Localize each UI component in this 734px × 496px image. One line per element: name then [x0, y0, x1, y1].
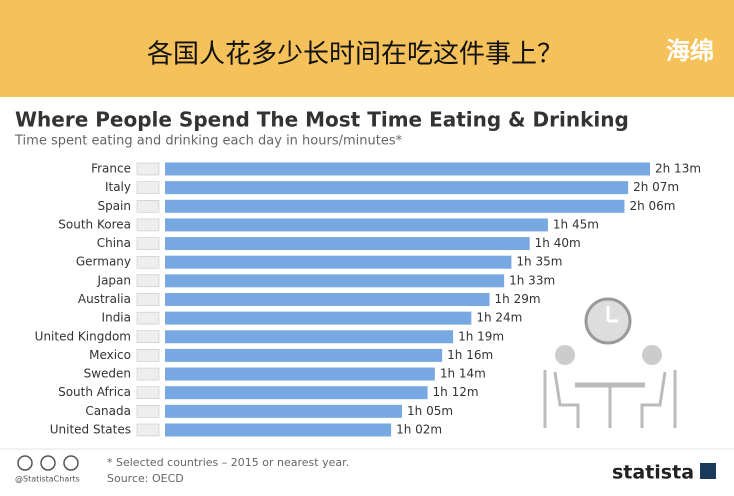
bar — [165, 181, 629, 195]
brand: statista — [612, 462, 694, 484]
value-label: 1h 05m — [407, 404, 453, 418]
flag — [136, 218, 160, 232]
bar — [165, 162, 650, 176]
value-label: 1h 29m — [495, 292, 541, 306]
value-label: 1h 35m — [516, 255, 562, 269]
footnote: * Selected countries – 2015 or nearest y… — [107, 456, 349, 469]
value-label: 2h 06m — [629, 199, 675, 213]
flag — [136, 405, 160, 418]
flag — [136, 311, 160, 325]
value-label: 1h 12m — [433, 385, 479, 399]
license-icons — [17, 455, 79, 471]
flag — [136, 255, 160, 269]
bar — [165, 274, 505, 288]
category-label: Italy — [105, 180, 131, 194]
handle: @StatistaCharts — [15, 475, 80, 484]
flag — [136, 237, 160, 250]
value-label: 1h 16m — [447, 348, 493, 362]
flag — [136, 274, 160, 288]
bar — [165, 423, 392, 437]
flag — [136, 367, 160, 381]
value-label: 1h 24m — [476, 311, 522, 325]
bar — [165, 348, 443, 362]
bar — [165, 386, 428, 400]
value-label: 2h 13m — [655, 162, 701, 176]
category-label: Canada — [85, 404, 131, 418]
flag — [136, 181, 160, 194]
category-label: China — [97, 236, 131, 250]
source: Source: OECD — [107, 472, 184, 485]
category-label: Spain — [97, 199, 131, 213]
flag — [136, 330, 160, 344]
banner — [0, 0, 734, 97]
flag — [136, 423, 160, 437]
flag — [136, 386, 160, 399]
category-label: South Africa — [58, 385, 131, 399]
category-label: Germany — [76, 255, 131, 269]
flag — [136, 293, 160, 306]
bar — [165, 367, 435, 381]
brand-icon — [700, 463, 716, 479]
bar — [165, 218, 548, 232]
category-label: United States — [50, 422, 131, 436]
bar — [165, 199, 625, 213]
category-label: South Korea — [58, 217, 131, 231]
bar — [165, 292, 490, 306]
category-label: Mexico — [89, 348, 131, 362]
value-label: 1h 45m — [553, 217, 599, 231]
banner-title: 各国人花多少长时间在吃这件事上？ — [147, 40, 563, 70]
flag — [136, 162, 160, 176]
category-label: France — [91, 162, 131, 176]
bar — [165, 255, 512, 269]
category-label: India — [102, 311, 131, 325]
bar — [165, 330, 454, 344]
bar — [165, 404, 403, 418]
flag — [136, 200, 160, 213]
value-label: 1h 02m — [396, 422, 442, 436]
bar — [165, 237, 530, 251]
category-label: United Kingdom — [35, 329, 131, 343]
category-label: Sweden — [84, 367, 131, 381]
value-label: 1h 14m — [440, 367, 486, 381]
flag — [136, 349, 160, 362]
value-label: 1h 33m — [509, 273, 555, 287]
category-label: Australia — [78, 292, 131, 306]
illustration — [543, 297, 677, 428]
category-label: Japan — [97, 273, 131, 287]
chart-subtitle: Time spent eating and drinking each day … — [14, 134, 403, 149]
value-label: 2h 07m — [633, 180, 679, 194]
logo: 海绵 — [666, 37, 714, 65]
chart-title: Where People Spend The Most Time Eating … — [15, 108, 629, 132]
bar — [165, 311, 472, 325]
value-label: 1h 40m — [535, 236, 581, 250]
value-label: 1h 19m — [458, 329, 504, 343]
